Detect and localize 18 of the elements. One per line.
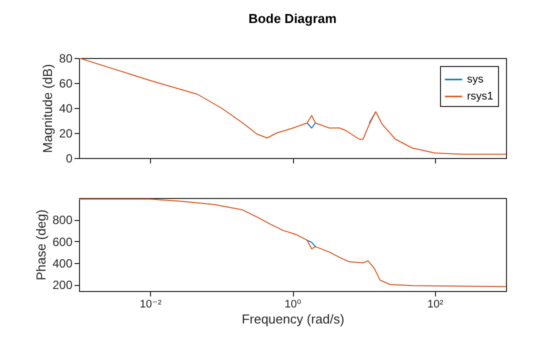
y-axis-title: Magnitude (dB): [40, 64, 56, 153]
y-tick-label: 60: [59, 76, 73, 90]
x-axis-title: Frequency (rad/s): [242, 312, 344, 326]
y-tick-label: 800: [52, 213, 73, 228]
chart-title: Bode Diagram: [248, 11, 337, 26]
legend-label: sys: [467, 74, 484, 86]
x-tick-label: 10²: [427, 298, 444, 310]
legend-label: rsys1: [467, 90, 494, 102]
x-tick-label: 10⁰: [284, 298, 302, 310]
y-tick-label: 20: [59, 126, 73, 140]
x-tick-label: 10⁻²: [140, 298, 162, 310]
y-tick-label: 600: [52, 234, 73, 249]
y-tick-label: 80: [59, 52, 73, 66]
y-tick-label: 0: [66, 152, 73, 166]
y-tick-label: 40: [59, 102, 73, 116]
y-tick-label: 400: [52, 256, 73, 270]
y-axis-title: Phase (deg): [33, 210, 48, 280]
y-tick-label: 200: [52, 278, 73, 292]
